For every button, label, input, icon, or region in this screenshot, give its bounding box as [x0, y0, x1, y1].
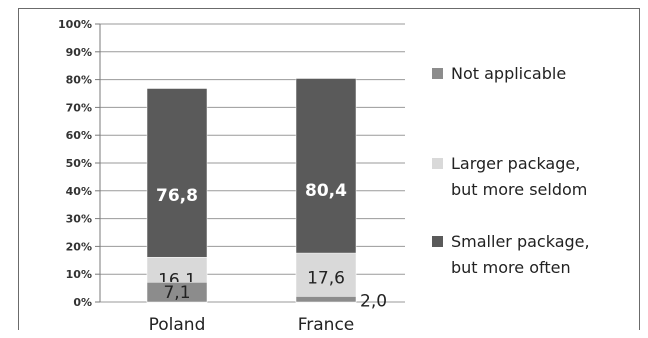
data-label: 80,4: [305, 181, 347, 201]
y-tick-label: 50%: [66, 157, 92, 170]
x-category-label: France: [298, 315, 355, 335]
x-category-label: Poland: [149, 315, 206, 335]
legend-label: but more often: [451, 258, 571, 277]
y-tick-label: 80%: [66, 74, 92, 87]
y-tick-label: 20%: [66, 240, 92, 253]
y-tick-label: 30%: [66, 213, 92, 226]
y-tick-label: 10%: [66, 268, 92, 281]
legend-swatch: [432, 158, 443, 169]
legend-label: Not applicable: [451, 64, 566, 83]
y-tick-label: 100%: [58, 18, 92, 31]
y-tick-label: 90%: [66, 46, 92, 59]
y-tick-label: 0%: [73, 296, 92, 309]
data-label: 76,8: [156, 186, 198, 206]
bar-segment: [295, 296, 357, 303]
bar-segment: [146, 282, 208, 303]
data-label: 2,0: [360, 291, 387, 311]
y-tick-label: 60%: [66, 129, 92, 142]
legend-label: Larger package,: [451, 154, 580, 173]
data-label: 7,1: [163, 283, 190, 303]
y-tick-label: 40%: [66, 185, 92, 198]
legend-swatch: [432, 68, 443, 79]
legend-label: but more seldom: [451, 180, 587, 199]
y-tick-label: 70%: [66, 101, 92, 114]
legend-label: Smaller package,: [451, 232, 590, 251]
bar-segment: [295, 252, 357, 303]
data-label: 17,6: [307, 269, 345, 289]
legend-swatch: [432, 236, 443, 247]
